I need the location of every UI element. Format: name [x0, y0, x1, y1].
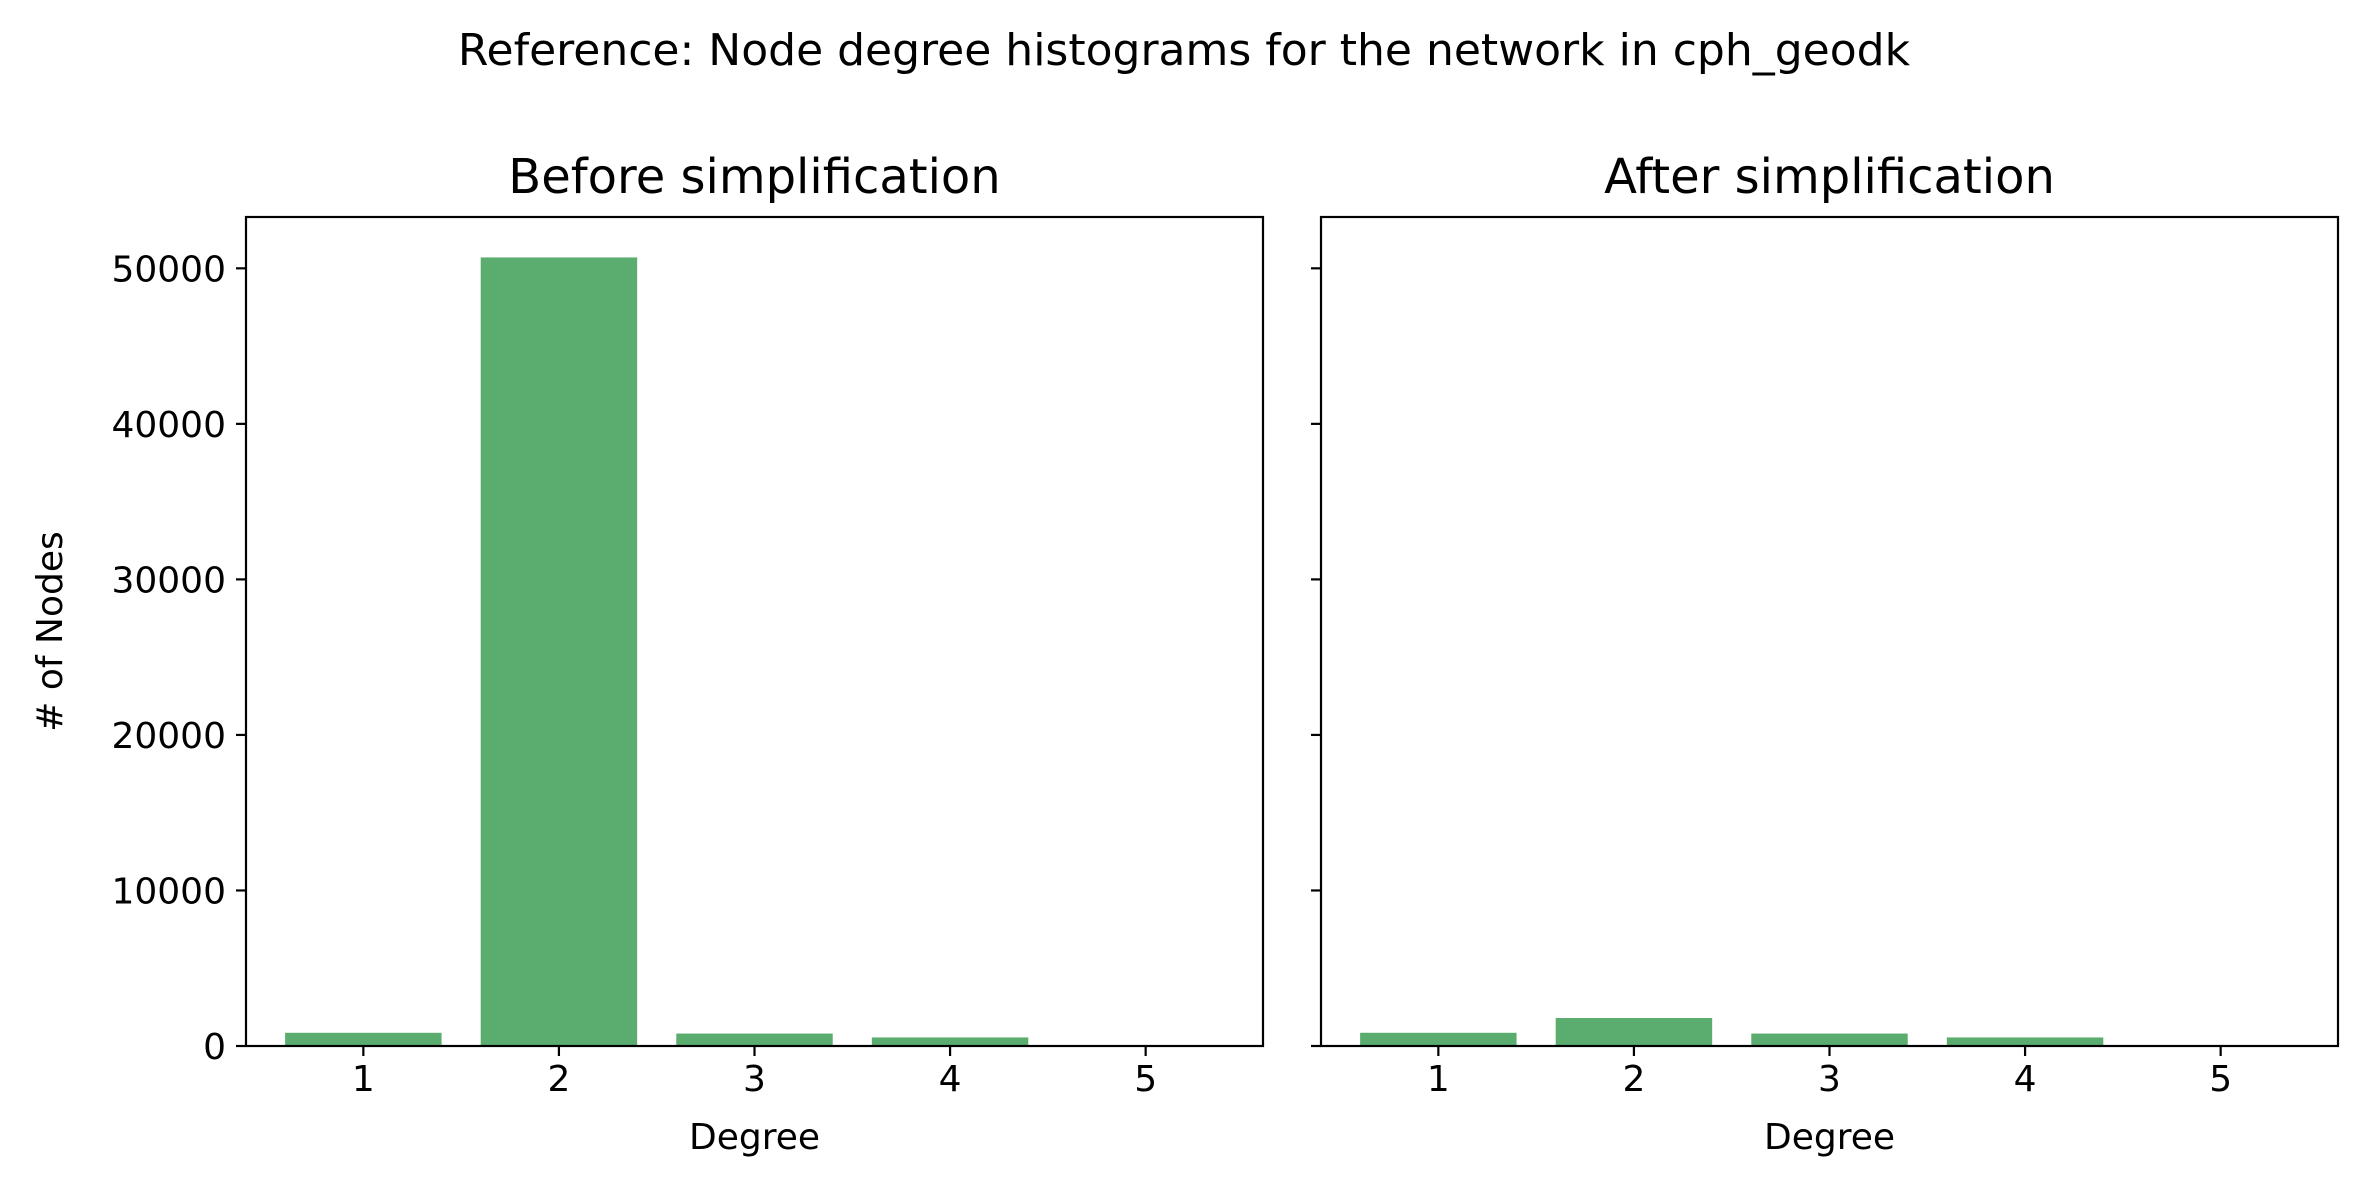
bar-degree-1 [285, 1032, 442, 1046]
bar-degree-3 [676, 1033, 833, 1046]
x-tick-label: 2 [547, 1059, 570, 1100]
bar-degree-1 [1360, 1032, 1517, 1046]
y-tick-label: 10000 [111, 871, 226, 912]
panel-after-simplification: 1 2 3 4 5 After simplification Degree [1311, 149, 2340, 1158]
y-tick-label: 20000 [111, 716, 226, 757]
x-tick-label: 4 [2014, 1059, 2037, 1100]
bar-degree-2 [480, 257, 638, 1046]
x-axis-label: Degree [689, 1117, 820, 1158]
x-tick-label: 3 [1818, 1059, 1841, 1100]
bar-degree-4 [871, 1037, 1029, 1046]
x-tick-label: 3 [743, 1059, 766, 1100]
plot-frame [244, 215, 1265, 1048]
y-tick-label: 0 [203, 1027, 226, 1068]
panel-title: Before simplification [508, 149, 1000, 205]
x-axis-label: Degree [1764, 1117, 1895, 1158]
panel-title: After simplification [1604, 149, 2055, 205]
y-tick-label: 50000 [111, 249, 226, 290]
bar-degree-3 [1751, 1033, 1908, 1046]
panel-before-simplification: 1 2 3 4 5 0 10000 20000 30000 40000 50000 Before si… [30, 149, 1265, 1158]
bar-degree-4 [1946, 1037, 2104, 1046]
x-tick-label: 4 [939, 1059, 962, 1100]
y-axis-label: # of Nodes [30, 531, 71, 731]
figure-suptitle: Reference: Node degree histograms for th… [458, 25, 1911, 76]
x-tick-label: 2 [1622, 1059, 1645, 1100]
x-tick-label: 1 [1427, 1059, 1450, 1100]
x-tick-label: 1 [352, 1059, 375, 1100]
bar-degree-2 [1555, 1018, 1713, 1046]
y-tick-label: 40000 [111, 405, 226, 446]
x-tick-label: 5 [1134, 1059, 1157, 1100]
plot-frame [1319, 215, 2340, 1048]
x-tick-label: 5 [2209, 1059, 2232, 1100]
y-tick-label: 30000 [111, 560, 226, 601]
